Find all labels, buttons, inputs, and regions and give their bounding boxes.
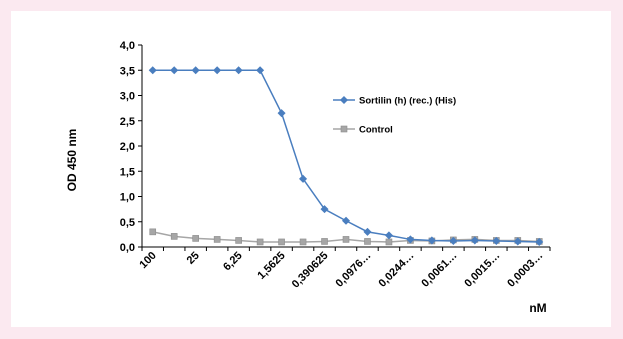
x-tick-label: 25	[185, 250, 202, 267]
data-point	[235, 237, 242, 244]
x-tick-label: 100	[137, 250, 158, 271]
data-point	[299, 238, 307, 246]
x-tick-label: 0,0976…	[334, 250, 374, 290]
data-point	[170, 233, 178, 240]
data-point	[192, 235, 199, 242]
x-axis-title: nM	[529, 301, 546, 315]
x-tick-label: 1,5625	[255, 250, 287, 282]
y-tick-label: 1,5	[120, 166, 135, 178]
data-point	[342, 236, 350, 243]
x-axis: 100 25 6,25 1,5625 0,390625 0,0976… 0,0244… 0,0…	[137, 246, 551, 291]
chart-frame	[11, 11, 611, 327]
series-line	[152, 69, 540, 243]
x-tick-label: 0,0244…	[376, 250, 416, 290]
data-point	[213, 66, 222, 75]
y-axis-title: OD 450 nm	[65, 129, 79, 192]
x-tick-label: 0,0061…	[419, 250, 459, 290]
series-sortilin	[148, 66, 544, 246]
data-point	[492, 236, 501, 245]
data-point	[535, 237, 544, 246]
data-point	[191, 66, 200, 75]
data-point	[234, 66, 243, 75]
y-tick-label: 3,0	[120, 91, 135, 103]
series-layer	[148, 66, 544, 246]
y-tick-label: 2,5	[120, 116, 135, 128]
data-point	[321, 238, 328, 245]
data-point	[277, 109, 286, 118]
data-point	[320, 205, 329, 214]
y-tick-label: 2,0	[120, 141, 135, 153]
data-point	[278, 238, 285, 246]
data-point	[170, 66, 179, 75]
y-tick-label: 3,5	[120, 65, 135, 77]
data-point	[148, 66, 157, 75]
y-tick-label: 0,5	[120, 217, 135, 229]
y-tick-label: 4,0	[120, 40, 135, 52]
data-point	[256, 66, 265, 75]
legend-swatch-marker	[340, 125, 348, 133]
data-point	[341, 216, 351, 225]
data-point	[470, 236, 479, 245]
y-axis: 0,0 0,5 1,0 1,5 2,0 2,5 3,0 3,5 4,0	[120, 40, 143, 254]
data-point	[385, 238, 393, 246]
legend: Sortilin (h) (rec.) (His) Control	[333, 96, 456, 136]
data-point	[449, 236, 458, 245]
x-tick-label: 0,390625	[290, 250, 331, 291]
x-tick-label: 6,25	[221, 250, 245, 274]
data-point	[384, 231, 393, 240]
legend-entry-label: Sortilin (h) (rec.) (His)	[359, 96, 456, 107]
x-tick-label: 0,0003…	[505, 250, 545, 290]
data-point	[299, 174, 308, 183]
data-point	[256, 238, 264, 246]
data-point	[149, 228, 157, 236]
data-point	[363, 227, 372, 236]
legend-entry-label: Control	[359, 125, 393, 136]
data-point	[513, 237, 522, 246]
data-point	[364, 238, 371, 245]
legend-swatch-marker	[339, 95, 349, 105]
y-tick-label: 0,0	[120, 242, 135, 254]
x-tick-label: 0,0015…	[462, 250, 502, 290]
data-point	[427, 236, 436, 245]
series-control	[149, 228, 543, 246]
data-point	[406, 235, 415, 244]
y-tick-label: 1,0	[120, 192, 135, 204]
data-point	[213, 236, 221, 243]
